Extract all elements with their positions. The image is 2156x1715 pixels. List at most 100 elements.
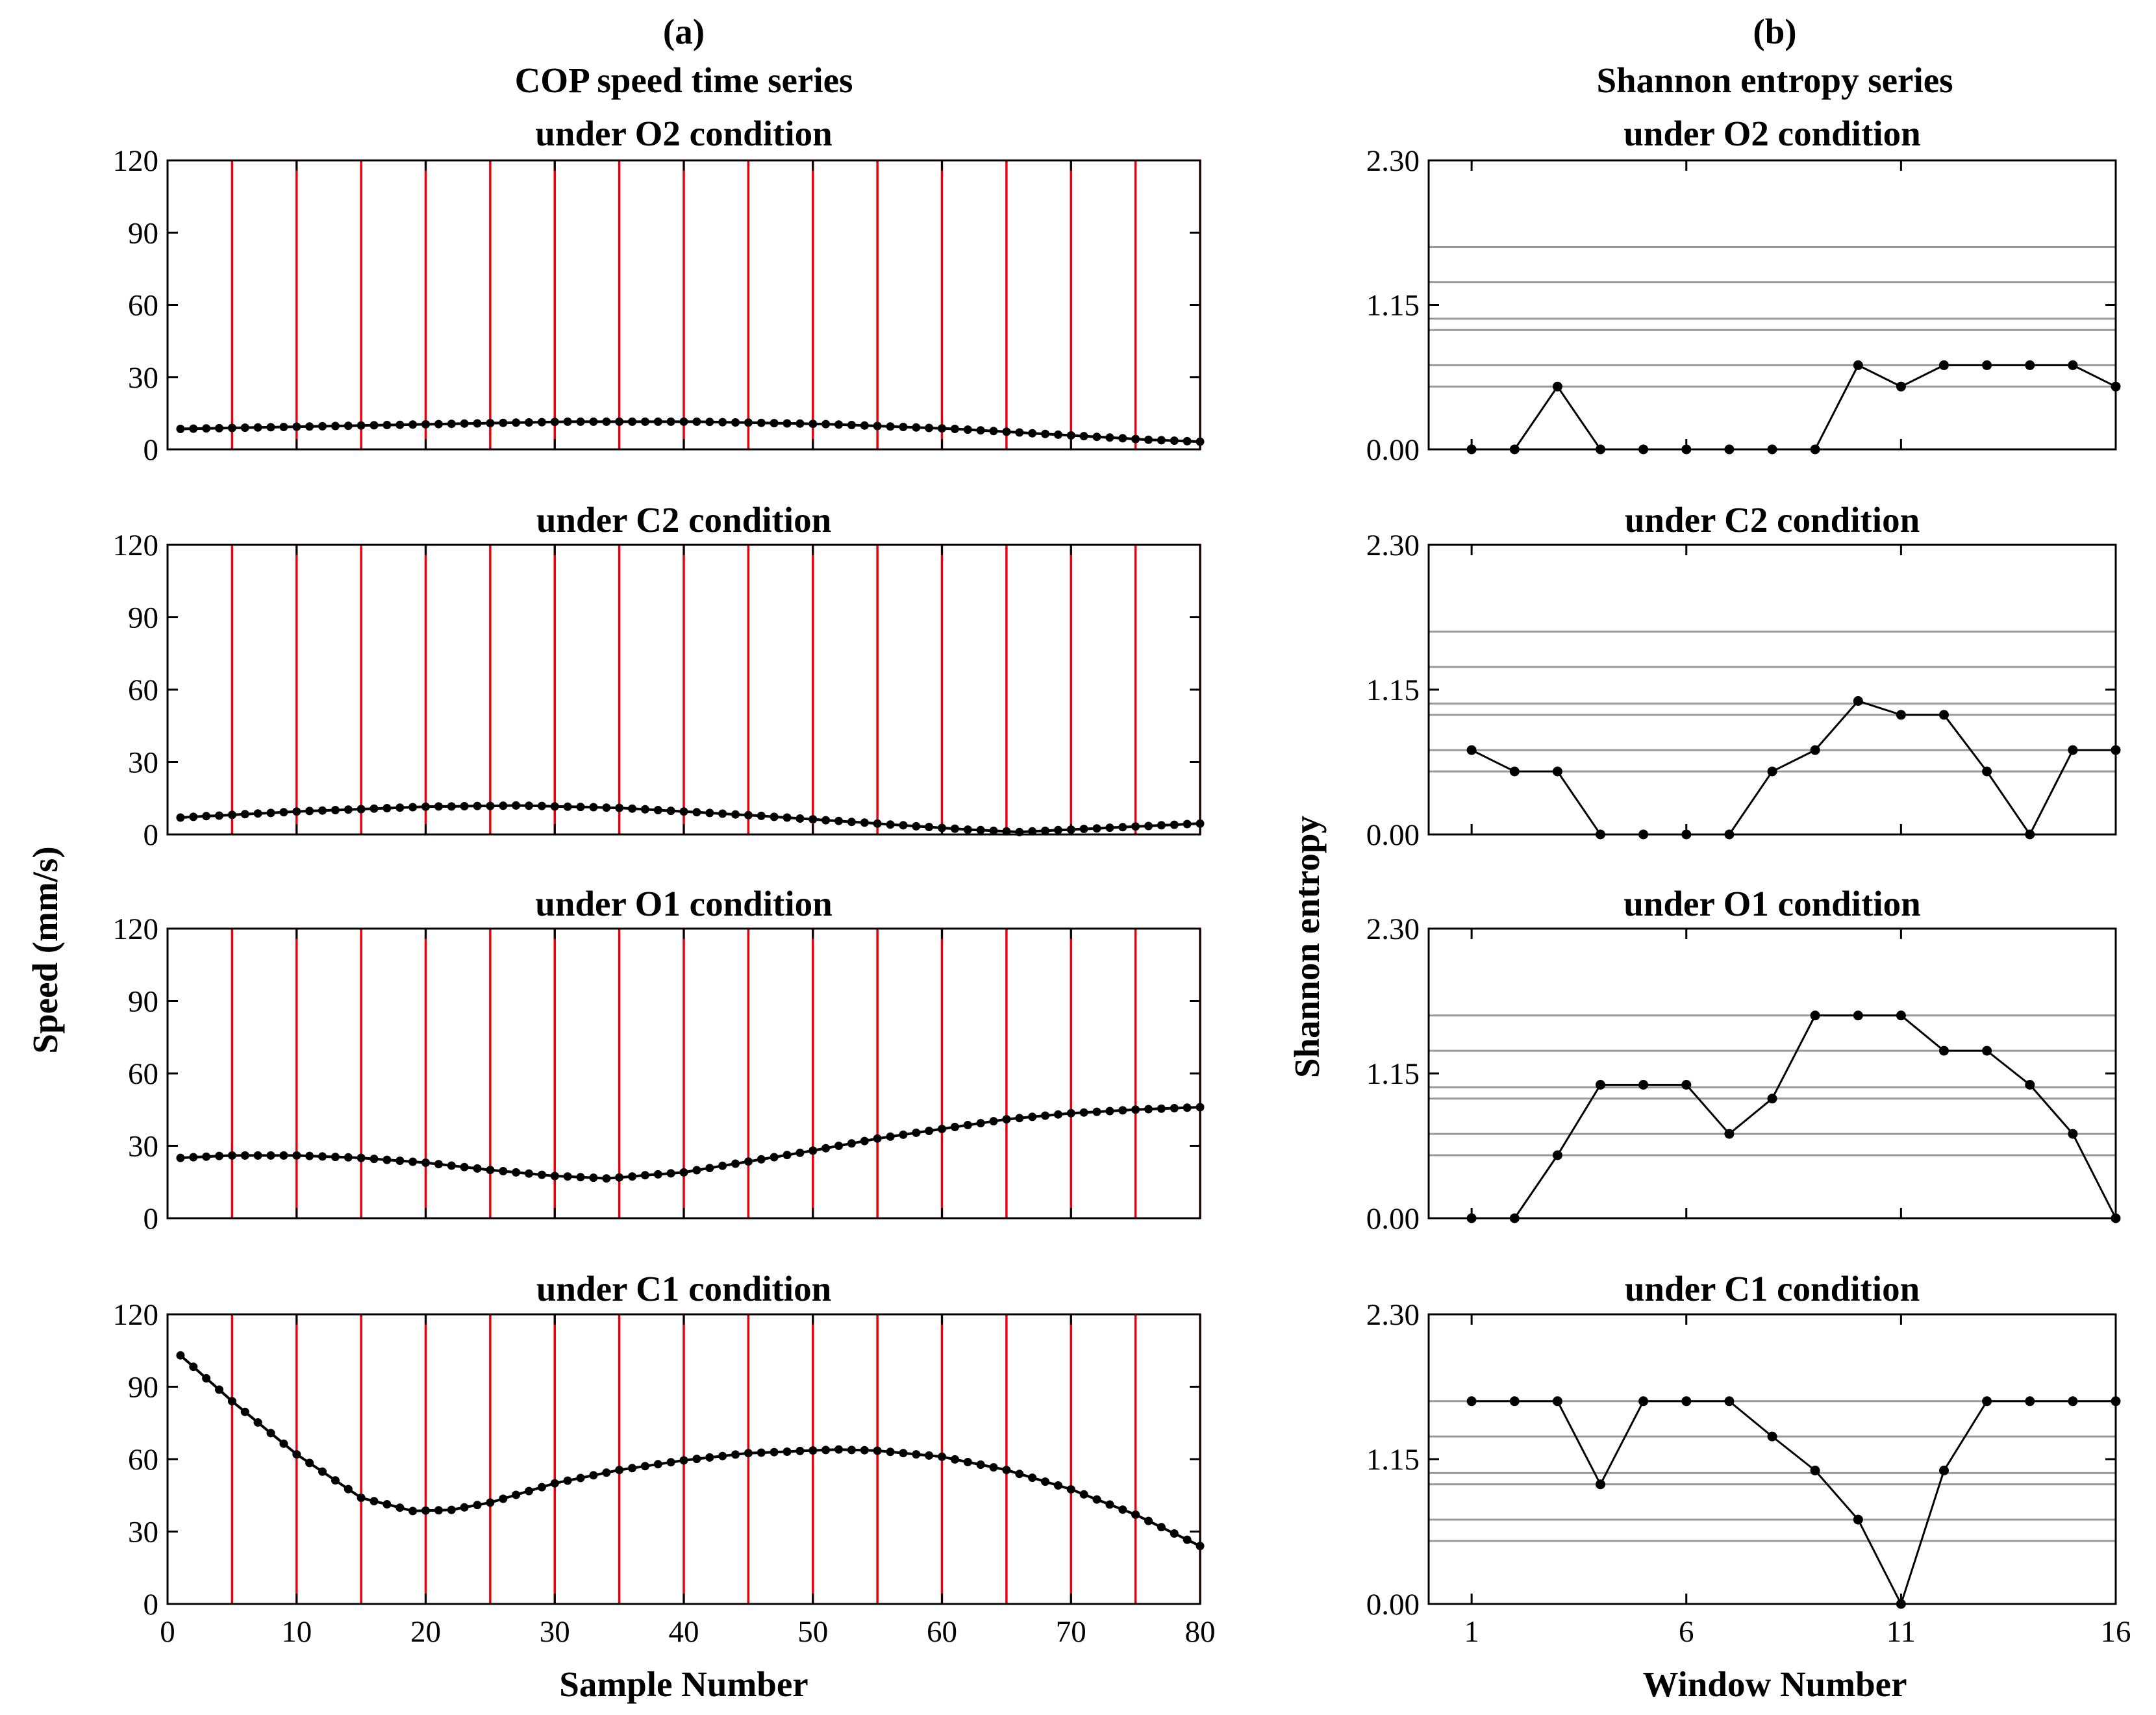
data-point	[576, 417, 585, 426]
panel-b-title: Shannon entropy series	[1596, 60, 1953, 100]
data-point	[615, 417, 624, 426]
data-point	[808, 1446, 818, 1455]
data-point	[434, 419, 443, 429]
data-point	[847, 421, 856, 429]
data-point	[486, 1498, 495, 1507]
data-point	[499, 418, 508, 427]
data-point	[899, 1449, 908, 1458]
data-point	[783, 419, 792, 428]
data-point	[512, 1168, 521, 1177]
data-point	[370, 421, 379, 430]
data-point	[550, 802, 559, 811]
data-point	[382, 421, 392, 429]
data-point	[1015, 1114, 1024, 1123]
data-point	[1681, 829, 1692, 840]
data-point	[434, 1160, 443, 1169]
data-point	[1041, 1477, 1049, 1486]
data-point	[1105, 823, 1114, 832]
data-point	[602, 1468, 611, 1477]
data-point	[1092, 1107, 1101, 1116]
data-point	[1170, 820, 1179, 829]
data-point	[1002, 427, 1011, 436]
data-point	[938, 1452, 946, 1461]
x-tick-label: 40	[669, 1615, 699, 1649]
data-point	[1982, 1045, 1992, 1056]
data-point	[873, 1134, 882, 1143]
data-point	[447, 802, 456, 811]
data-point	[2068, 1129, 2078, 1139]
data-point	[640, 417, 649, 426]
x-tick-label: 16	[2101, 1615, 2131, 1649]
data-point	[1066, 431, 1075, 440]
data-point	[1681, 1396, 1692, 1407]
data-point	[240, 810, 249, 819]
chart-entropy-o2: under O2 condition 0.00 1.15 2.30	[1366, 114, 2121, 467]
data-point	[731, 418, 740, 427]
data-point	[666, 1458, 675, 1467]
x-tick-label: 80	[1185, 1615, 1216, 1649]
data-point	[1552, 766, 1562, 777]
data-point	[873, 421, 882, 431]
data-point	[938, 1125, 946, 1133]
data-point	[796, 419, 805, 428]
data-point	[679, 1168, 688, 1177]
data-point	[783, 1447, 792, 1456]
y-tick-label: 120	[113, 529, 159, 562]
data-point	[821, 1144, 831, 1153]
data-point	[912, 1450, 921, 1459]
data-point	[653, 417, 662, 426]
data-point	[963, 1458, 972, 1466]
x-tick-label: 6	[1679, 1615, 1694, 1649]
data-point	[408, 1507, 418, 1516]
data-point	[1066, 825, 1075, 834]
data-point	[215, 1151, 223, 1160]
data-point	[1144, 821, 1153, 831]
y-tick-label: 90	[128, 601, 158, 635]
chart-speed-o1: under O1 condition 0 30 60 90 120	[113, 884, 1205, 1236]
data-point	[1896, 710, 1906, 720]
data-point	[1466, 1213, 1477, 1223]
y-tick-label: 1.15	[1366, 1057, 1420, 1091]
y-tick-label: 30	[128, 361, 158, 395]
y-tick-label: 120	[113, 1298, 159, 1332]
data-point	[1509, 1396, 1520, 1407]
panel-b-letter: (b)	[1753, 12, 1796, 51]
data-point	[1982, 1396, 1992, 1407]
data-point	[1509, 444, 1520, 455]
data-point	[1144, 1516, 1153, 1525]
data-point	[963, 425, 972, 434]
data-point	[1105, 1107, 1114, 1116]
data-point	[860, 1446, 869, 1455]
data-point	[292, 1450, 301, 1459]
data-point	[705, 1453, 714, 1462]
data-point	[1041, 826, 1049, 835]
data-point	[757, 418, 766, 427]
data-point	[537, 801, 546, 810]
data-point	[1131, 1510, 1140, 1519]
data-point	[331, 1153, 340, 1162]
data-point	[602, 1174, 611, 1183]
data-point	[744, 418, 753, 427]
y-tick-label: 2.30	[1366, 912, 1420, 946]
data-point	[370, 1155, 379, 1164]
data-point	[537, 418, 546, 427]
data-point	[227, 1151, 236, 1160]
data-point	[744, 1157, 753, 1166]
data-point	[460, 419, 469, 428]
data-point	[499, 801, 508, 810]
data-point	[2068, 360, 2078, 370]
data-point	[615, 1466, 624, 1475]
data-point	[1183, 1103, 1192, 1112]
y-tick-label: 0	[144, 1588, 159, 1621]
data-point	[408, 1157, 418, 1166]
data-point	[1118, 1505, 1127, 1514]
data-point	[563, 1476, 572, 1485]
data-point	[2068, 1396, 2078, 1407]
data-point	[834, 816, 843, 825]
panel-b-xlabel: Window Number	[1643, 1664, 1907, 1704]
data-point	[279, 1439, 288, 1448]
data-point	[1466, 444, 1477, 455]
data-point	[408, 803, 418, 812]
data-point	[886, 422, 895, 431]
